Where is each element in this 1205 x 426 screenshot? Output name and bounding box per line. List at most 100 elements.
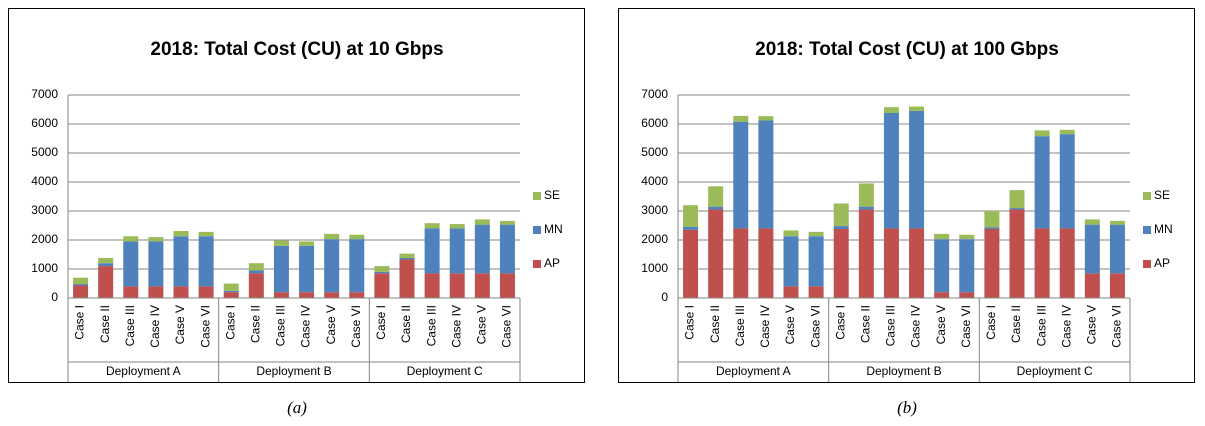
y-tick-label: 5000 xyxy=(31,145,58,159)
y-tick-label: 6000 xyxy=(641,116,668,130)
group-label: Deployment A xyxy=(106,364,181,378)
bar-segment xyxy=(349,239,365,293)
bar-segment xyxy=(273,245,289,293)
legend-swatch xyxy=(533,226,541,234)
bar-segment xyxy=(474,224,490,274)
legend-label: MN xyxy=(544,222,563,236)
group-label: Deployment A xyxy=(716,364,791,378)
legend-swatch xyxy=(1143,192,1151,200)
group-label: Deployment B xyxy=(866,364,941,378)
x-tick-label: Case I xyxy=(833,305,847,340)
bar-segment xyxy=(198,231,214,237)
bar-segment xyxy=(148,237,164,242)
bar-segment xyxy=(683,205,699,227)
y-tick-label: 7000 xyxy=(641,87,668,101)
x-tick-label: Case IV xyxy=(299,305,313,348)
y-tick-label: 3000 xyxy=(31,203,58,217)
x-tick-label: Case I xyxy=(374,305,388,340)
chart-frame xyxy=(8,8,585,383)
bar-segment xyxy=(324,233,340,240)
bar-segment xyxy=(474,219,490,225)
bar-segment xyxy=(1084,224,1100,274)
bar-segment xyxy=(1059,134,1075,229)
bar-segment xyxy=(449,224,465,229)
x-tick-label: Case V xyxy=(324,305,338,344)
x-tick-label: Case IV xyxy=(148,305,162,348)
bar-segment xyxy=(1109,220,1125,225)
y-tick-label: 4000 xyxy=(641,174,668,188)
bar-segment xyxy=(758,228,774,298)
bar-segment xyxy=(1009,190,1025,209)
x-tick-label: Case I xyxy=(984,305,998,340)
x-tick-label: Case VI xyxy=(1110,305,1124,348)
bar-segment xyxy=(324,292,340,298)
x-tick-label: Case IV xyxy=(758,305,772,348)
bar-segment xyxy=(98,266,114,298)
x-tick-label: Case I xyxy=(683,305,697,340)
x-tick-label: Case VI xyxy=(198,305,212,348)
bar-segment xyxy=(1009,209,1025,298)
bar-segment xyxy=(984,227,1000,229)
bar-segment xyxy=(959,234,975,240)
x-tick-label: Case VI xyxy=(808,305,822,348)
bar-segment xyxy=(683,226,699,230)
x-tick-label: Case V xyxy=(475,305,489,344)
group-label: Deployment C xyxy=(1017,364,1093,378)
bar-segment xyxy=(123,241,139,287)
bar-segment xyxy=(449,228,465,274)
bar-segment xyxy=(808,286,824,298)
bar-segment xyxy=(833,203,849,227)
x-tick-label: Case V xyxy=(1085,305,1099,344)
bar-segment xyxy=(1034,130,1050,137)
bar-segment xyxy=(909,228,925,298)
bar-segment xyxy=(98,257,114,264)
bar-segment xyxy=(733,228,749,298)
bar-segment xyxy=(248,273,264,298)
bar-segment xyxy=(833,228,849,298)
bar-segment xyxy=(959,292,975,298)
bar-segment xyxy=(683,229,699,298)
x-tick-label: Case II xyxy=(859,305,873,343)
legend-swatch xyxy=(1143,260,1151,268)
bar-segment xyxy=(449,273,465,298)
x-tick-label: Case V xyxy=(173,305,187,344)
bar-segment xyxy=(173,231,189,237)
x-tick-label: Case V xyxy=(934,305,948,344)
x-tick-label: Case V xyxy=(783,305,797,344)
bar-segment xyxy=(399,259,415,298)
bar-segment xyxy=(1109,224,1125,274)
y-tick-label: 6000 xyxy=(31,116,58,130)
x-tick-label: Case VI xyxy=(349,305,363,348)
x-tick-label: Case II xyxy=(98,305,112,343)
x-tick-label: Case I xyxy=(223,305,237,340)
x-tick-label: Case II xyxy=(399,305,413,343)
bar-segment xyxy=(299,241,315,246)
bar-segment xyxy=(123,286,139,298)
bar-segment xyxy=(1009,208,1025,210)
legend-swatch xyxy=(1143,226,1151,234)
group-label: Deployment C xyxy=(407,364,483,378)
y-tick-label: 1000 xyxy=(641,261,668,275)
bar-segment xyxy=(399,257,415,260)
x-tick-label: Case IV xyxy=(1059,305,1073,348)
bar-segment xyxy=(758,120,774,229)
x-tick-label: Case I xyxy=(73,305,87,340)
bar-segment xyxy=(424,273,440,298)
bar-segment xyxy=(858,183,874,207)
bar-segment xyxy=(173,286,189,298)
x-tick-label: Case IV xyxy=(449,305,463,348)
x-tick-label: Case III xyxy=(424,305,438,346)
bar-segment xyxy=(73,284,89,286)
bar-segment xyxy=(708,209,724,298)
bar-segment xyxy=(733,115,749,122)
bar-segment xyxy=(883,228,899,298)
bar-segment xyxy=(708,206,724,210)
bar-segment xyxy=(1059,228,1075,298)
legend-label: AP xyxy=(1154,256,1170,270)
bar-segment xyxy=(399,253,415,258)
bar-segment xyxy=(1084,219,1100,225)
y-tick-label: 2000 xyxy=(641,232,668,246)
chart-title: 2018: Total Cost (CU) at 100 Gbps xyxy=(755,39,1059,60)
bar-segment xyxy=(248,270,264,274)
